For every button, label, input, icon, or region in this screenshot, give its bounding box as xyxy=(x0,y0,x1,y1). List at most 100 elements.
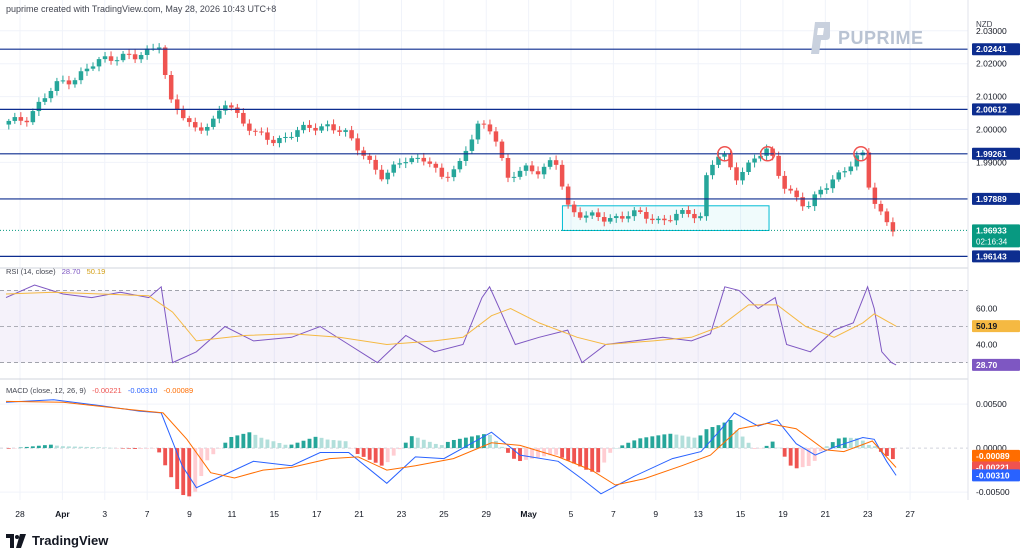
candle[interactable] xyxy=(517,170,523,177)
candle[interactable] xyxy=(764,148,769,156)
candle[interactable] xyxy=(800,197,805,207)
candle[interactable] xyxy=(842,171,848,173)
candle[interactable] xyxy=(114,60,120,62)
candle[interactable] xyxy=(595,212,601,218)
candle[interactable] xyxy=(451,169,457,178)
candle[interactable] xyxy=(740,172,745,181)
candle[interactable] xyxy=(349,130,354,139)
candle[interactable] xyxy=(199,127,204,131)
candle[interactable] xyxy=(475,123,481,140)
candle[interactable] xyxy=(289,136,294,138)
candle[interactable] xyxy=(403,162,408,164)
candle[interactable] xyxy=(650,218,655,221)
candle[interactable] xyxy=(271,139,276,144)
candle[interactable] xyxy=(283,136,288,139)
tradingview-footer[interactable]: TradingView xyxy=(6,533,108,548)
candle[interactable] xyxy=(373,159,378,170)
candle[interactable] xyxy=(752,158,757,163)
candle[interactable] xyxy=(108,56,114,61)
candle[interactable] xyxy=(307,124,312,128)
candle[interactable] xyxy=(680,210,685,214)
highlight-circle[interactable] xyxy=(853,146,869,162)
candle[interactable] xyxy=(553,160,559,165)
candle[interactable] xyxy=(601,217,607,222)
candle[interactable] xyxy=(90,66,96,69)
candle[interactable] xyxy=(126,53,132,55)
candle[interactable] xyxy=(872,187,878,204)
candle[interactable] xyxy=(782,175,787,189)
candle[interactable] xyxy=(24,120,30,123)
candle[interactable] xyxy=(36,101,42,112)
price-pane[interactable]: 2.03000 2.02000 2.01000 2.00000 1.99000 2.024… xyxy=(0,26,1020,263)
candle[interactable] xyxy=(878,203,884,212)
candle[interactable] xyxy=(613,216,619,219)
candle[interactable] xyxy=(223,105,228,111)
candle[interactable] xyxy=(72,80,78,85)
candle[interactable] xyxy=(391,164,396,173)
candle[interactable] xyxy=(559,164,565,187)
candle[interactable] xyxy=(84,68,90,72)
candle[interactable] xyxy=(397,163,402,165)
candle[interactable] xyxy=(481,123,487,125)
candle[interactable] xyxy=(770,148,775,156)
candle[interactable] xyxy=(698,216,703,219)
candle[interactable] xyxy=(205,126,210,131)
candle[interactable] xyxy=(144,48,150,55)
candle[interactable] xyxy=(848,166,854,172)
rsi-pane[interactable]: 60.00 40.00 50.19 28.70 xyxy=(0,284,1020,371)
candle[interactable] xyxy=(806,206,811,208)
candle[interactable] xyxy=(427,161,433,164)
candle[interactable] xyxy=(571,204,577,213)
candle[interactable] xyxy=(241,112,246,124)
candle[interactable] xyxy=(674,213,679,221)
candle[interactable] xyxy=(812,194,817,207)
candle[interactable] xyxy=(331,124,336,131)
candle[interactable] xyxy=(529,165,535,172)
candle[interactable] xyxy=(577,212,583,218)
candle[interactable] xyxy=(445,176,451,178)
candle[interactable] xyxy=(301,124,306,131)
candle[interactable] xyxy=(12,117,18,121)
candle[interactable] xyxy=(253,130,258,132)
highlight-circle[interactable] xyxy=(759,146,776,162)
candle[interactable] xyxy=(343,130,348,132)
candle[interactable] xyxy=(716,156,721,165)
candle[interactable] xyxy=(457,160,463,170)
candle[interactable] xyxy=(156,47,162,49)
candle[interactable] xyxy=(174,99,180,110)
candle[interactable] xyxy=(319,126,324,131)
consolidation-box[interactable] xyxy=(561,205,770,231)
candle[interactable] xyxy=(42,98,48,102)
candle[interactable] xyxy=(505,158,511,178)
candle[interactable] xyxy=(325,124,330,127)
candle[interactable] xyxy=(866,152,872,188)
candle[interactable] xyxy=(235,107,240,113)
rsi-line[interactable] xyxy=(5,284,897,366)
candle[interactable] xyxy=(132,54,138,60)
candle[interactable] xyxy=(836,172,842,180)
candle[interactable] xyxy=(686,210,691,214)
candle[interactable] xyxy=(734,167,739,181)
candle[interactable] xyxy=(746,162,751,173)
candle[interactable] xyxy=(668,220,673,222)
candle[interactable] xyxy=(379,169,384,180)
candle[interactable] xyxy=(644,211,649,219)
candle[interactable] xyxy=(229,105,234,108)
candle[interactable] xyxy=(162,47,168,76)
candle[interactable] xyxy=(638,210,643,212)
candle[interactable] xyxy=(186,118,192,123)
candle[interactable] xyxy=(247,123,252,131)
candle[interactable] xyxy=(415,157,421,159)
candle[interactable] xyxy=(830,179,836,189)
candle[interactable] xyxy=(854,155,860,167)
candle[interactable] xyxy=(60,80,66,82)
candle[interactable] xyxy=(192,122,198,128)
candle[interactable] xyxy=(361,150,366,156)
candle[interactable] xyxy=(758,155,763,159)
candle[interactable] xyxy=(776,155,781,176)
candle[interactable] xyxy=(102,56,108,60)
candle[interactable] xyxy=(96,59,102,67)
candle[interactable] xyxy=(662,218,667,221)
candle[interactable] xyxy=(583,215,589,218)
